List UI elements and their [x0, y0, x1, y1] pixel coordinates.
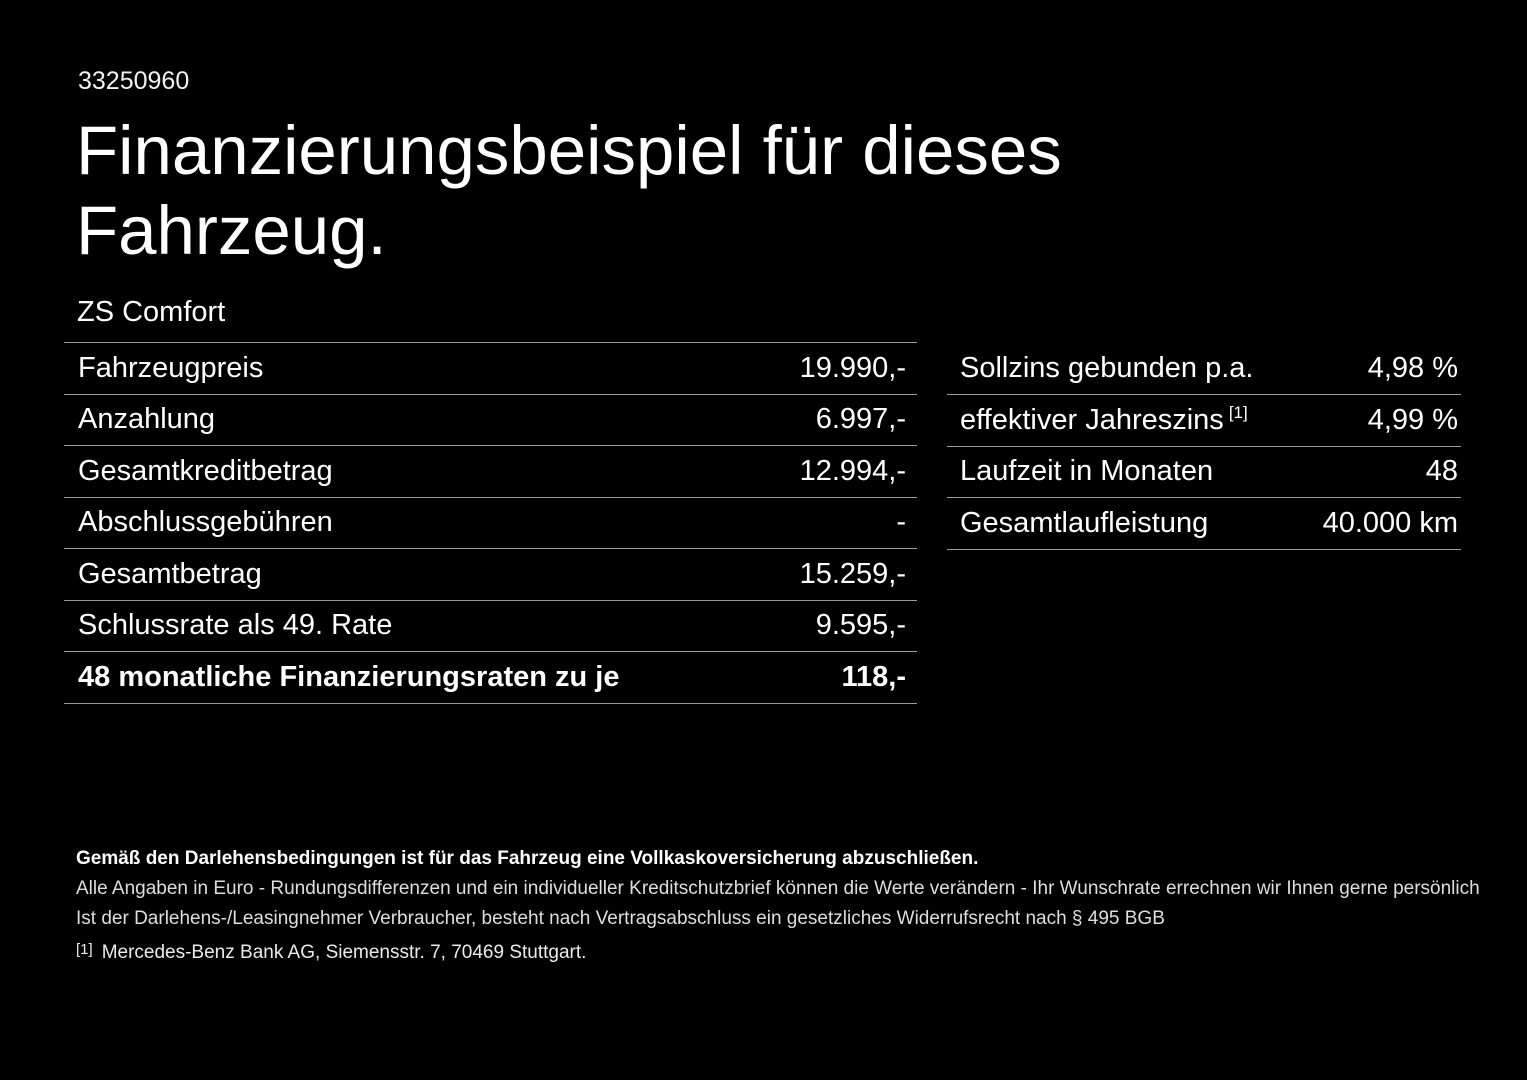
row-label-text: Laufzeit in Monaten	[960, 455, 1214, 488]
model-name: ZS Comfort	[77, 296, 226, 328]
disclaimer-line-2: Ist der Darlehens-/Leasingnehmer Verbrau…	[76, 908, 1165, 929]
row-value: 4,99 %	[1367, 403, 1458, 436]
disclaimer-line-1: Alle Angaben in Euro - Rundungsdifferenz…	[76, 878, 1480, 899]
row-value: 6.997,-	[815, 403, 906, 436]
row-value: -	[896, 506, 906, 539]
row-value: 4,98 %	[1367, 352, 1458, 385]
footnote-ref: [1]	[1228, 402, 1248, 422]
table-row: Gesamtlaufleistung 40.000 km	[947, 498, 1461, 550]
row-value: 118,-	[841, 660, 907, 693]
row-label-text: Fahrzeugpreis	[78, 351, 264, 384]
row-label-text: Gesamtkreditbetrag	[78, 454, 333, 487]
row-label: effektiver Jahreszins [1]	[947, 402, 1248, 437]
row-value: 15.259,-	[799, 557, 906, 590]
page-title: Finanzierungsbeispiel für dieses Fahrzeug…	[76, 111, 1062, 271]
row-label-text: Gesamtbetrag	[78, 557, 262, 590]
table-row: Gesamtbetrag 15.259,-	[64, 549, 917, 601]
page-title-line1: Finanzierungsbeispiel für dieses	[76, 112, 1062, 189]
row-label: Anzahlung	[64, 403, 215, 436]
table-row: Laufzeit in Monaten 48	[947, 447, 1461, 498]
row-label-text: Sollzins gebunden p.a.	[960, 352, 1254, 385]
table-row: 48 monatliche Finanzierungsraten zu je 11…	[64, 652, 917, 704]
row-value: 40.000 km	[1322, 506, 1458, 539]
row-label-text: Gesamtlaufleistung	[960, 506, 1209, 539]
vehicle-id: 33250960	[78, 67, 190, 95]
insurance-note: Gemäß den Darlehensbedingungen ist für d…	[76, 848, 979, 869]
row-label-text: 48 monatliche Finanzierungsraten zu je	[78, 660, 620, 693]
row-label: Fahrzeugpreis	[64, 352, 263, 385]
table-row: Abschlussgebühren -	[64, 498, 917, 549]
table-row: effektiver Jahreszins [1] 4,99 %	[947, 395, 1461, 447]
table-row: Sollzins gebunden p.a. 4,98 %	[947, 344, 1461, 395]
footnote-marker: [1]	[76, 941, 93, 958]
page-title-line2: Fahrzeug.	[76, 192, 387, 269]
row-label-text: Schlussrate als 49. Rate	[78, 609, 393, 642]
footnote-text: Mercedes-Benz Bank AG, Siemensstr. 7, 70…	[101, 942, 587, 963]
table-row: Anzahlung 6.997,-	[64, 395, 917, 446]
row-label-text: effektiver Jahreszins	[960, 403, 1224, 436]
table-row: Gesamtkreditbetrag 12.994,-	[64, 446, 917, 498]
row-label: 48 monatliche Finanzierungsraten zu je	[64, 661, 619, 694]
row-label-text: Abschlussgebühren	[78, 506, 333, 539]
row-value: 48	[1425, 455, 1458, 488]
footnote: [1] Mercedes-Benz Bank AG, Siemensstr. 7,…	[76, 941, 587, 964]
finance-table: Fahrzeugpreis 19.990,- Anzahlung 6.997,- Ges…	[64, 342, 917, 704]
row-label-text: Anzahlung	[78, 403, 216, 436]
row-label: Laufzeit in Monaten	[947, 455, 1213, 488]
row-label: Gesamtkreditbetrag	[64, 455, 333, 488]
row-label: Abschlussgebühren	[64, 506, 333, 539]
row-value: 12.994,-	[799, 454, 906, 487]
row-label: Gesamtlaufleistung	[947, 507, 1208, 540]
conditions-table: Sollzins gebunden p.a. 4,98 % effektiver J…	[947, 344, 1461, 550]
row-value: 19.990,-	[799, 351, 906, 384]
row-label: Sollzins gebunden p.a.	[947, 352, 1253, 385]
row-label: Gesamtbetrag	[64, 558, 262, 591]
table-row: Schlussrate als 49. Rate 9.595,-	[64, 601, 917, 652]
table-row: Fahrzeugpreis 19.990,-	[64, 343, 917, 395]
row-label: Schlussrate als 49. Rate	[64, 609, 392, 642]
row-value: 9.595,-	[815, 609, 906, 642]
